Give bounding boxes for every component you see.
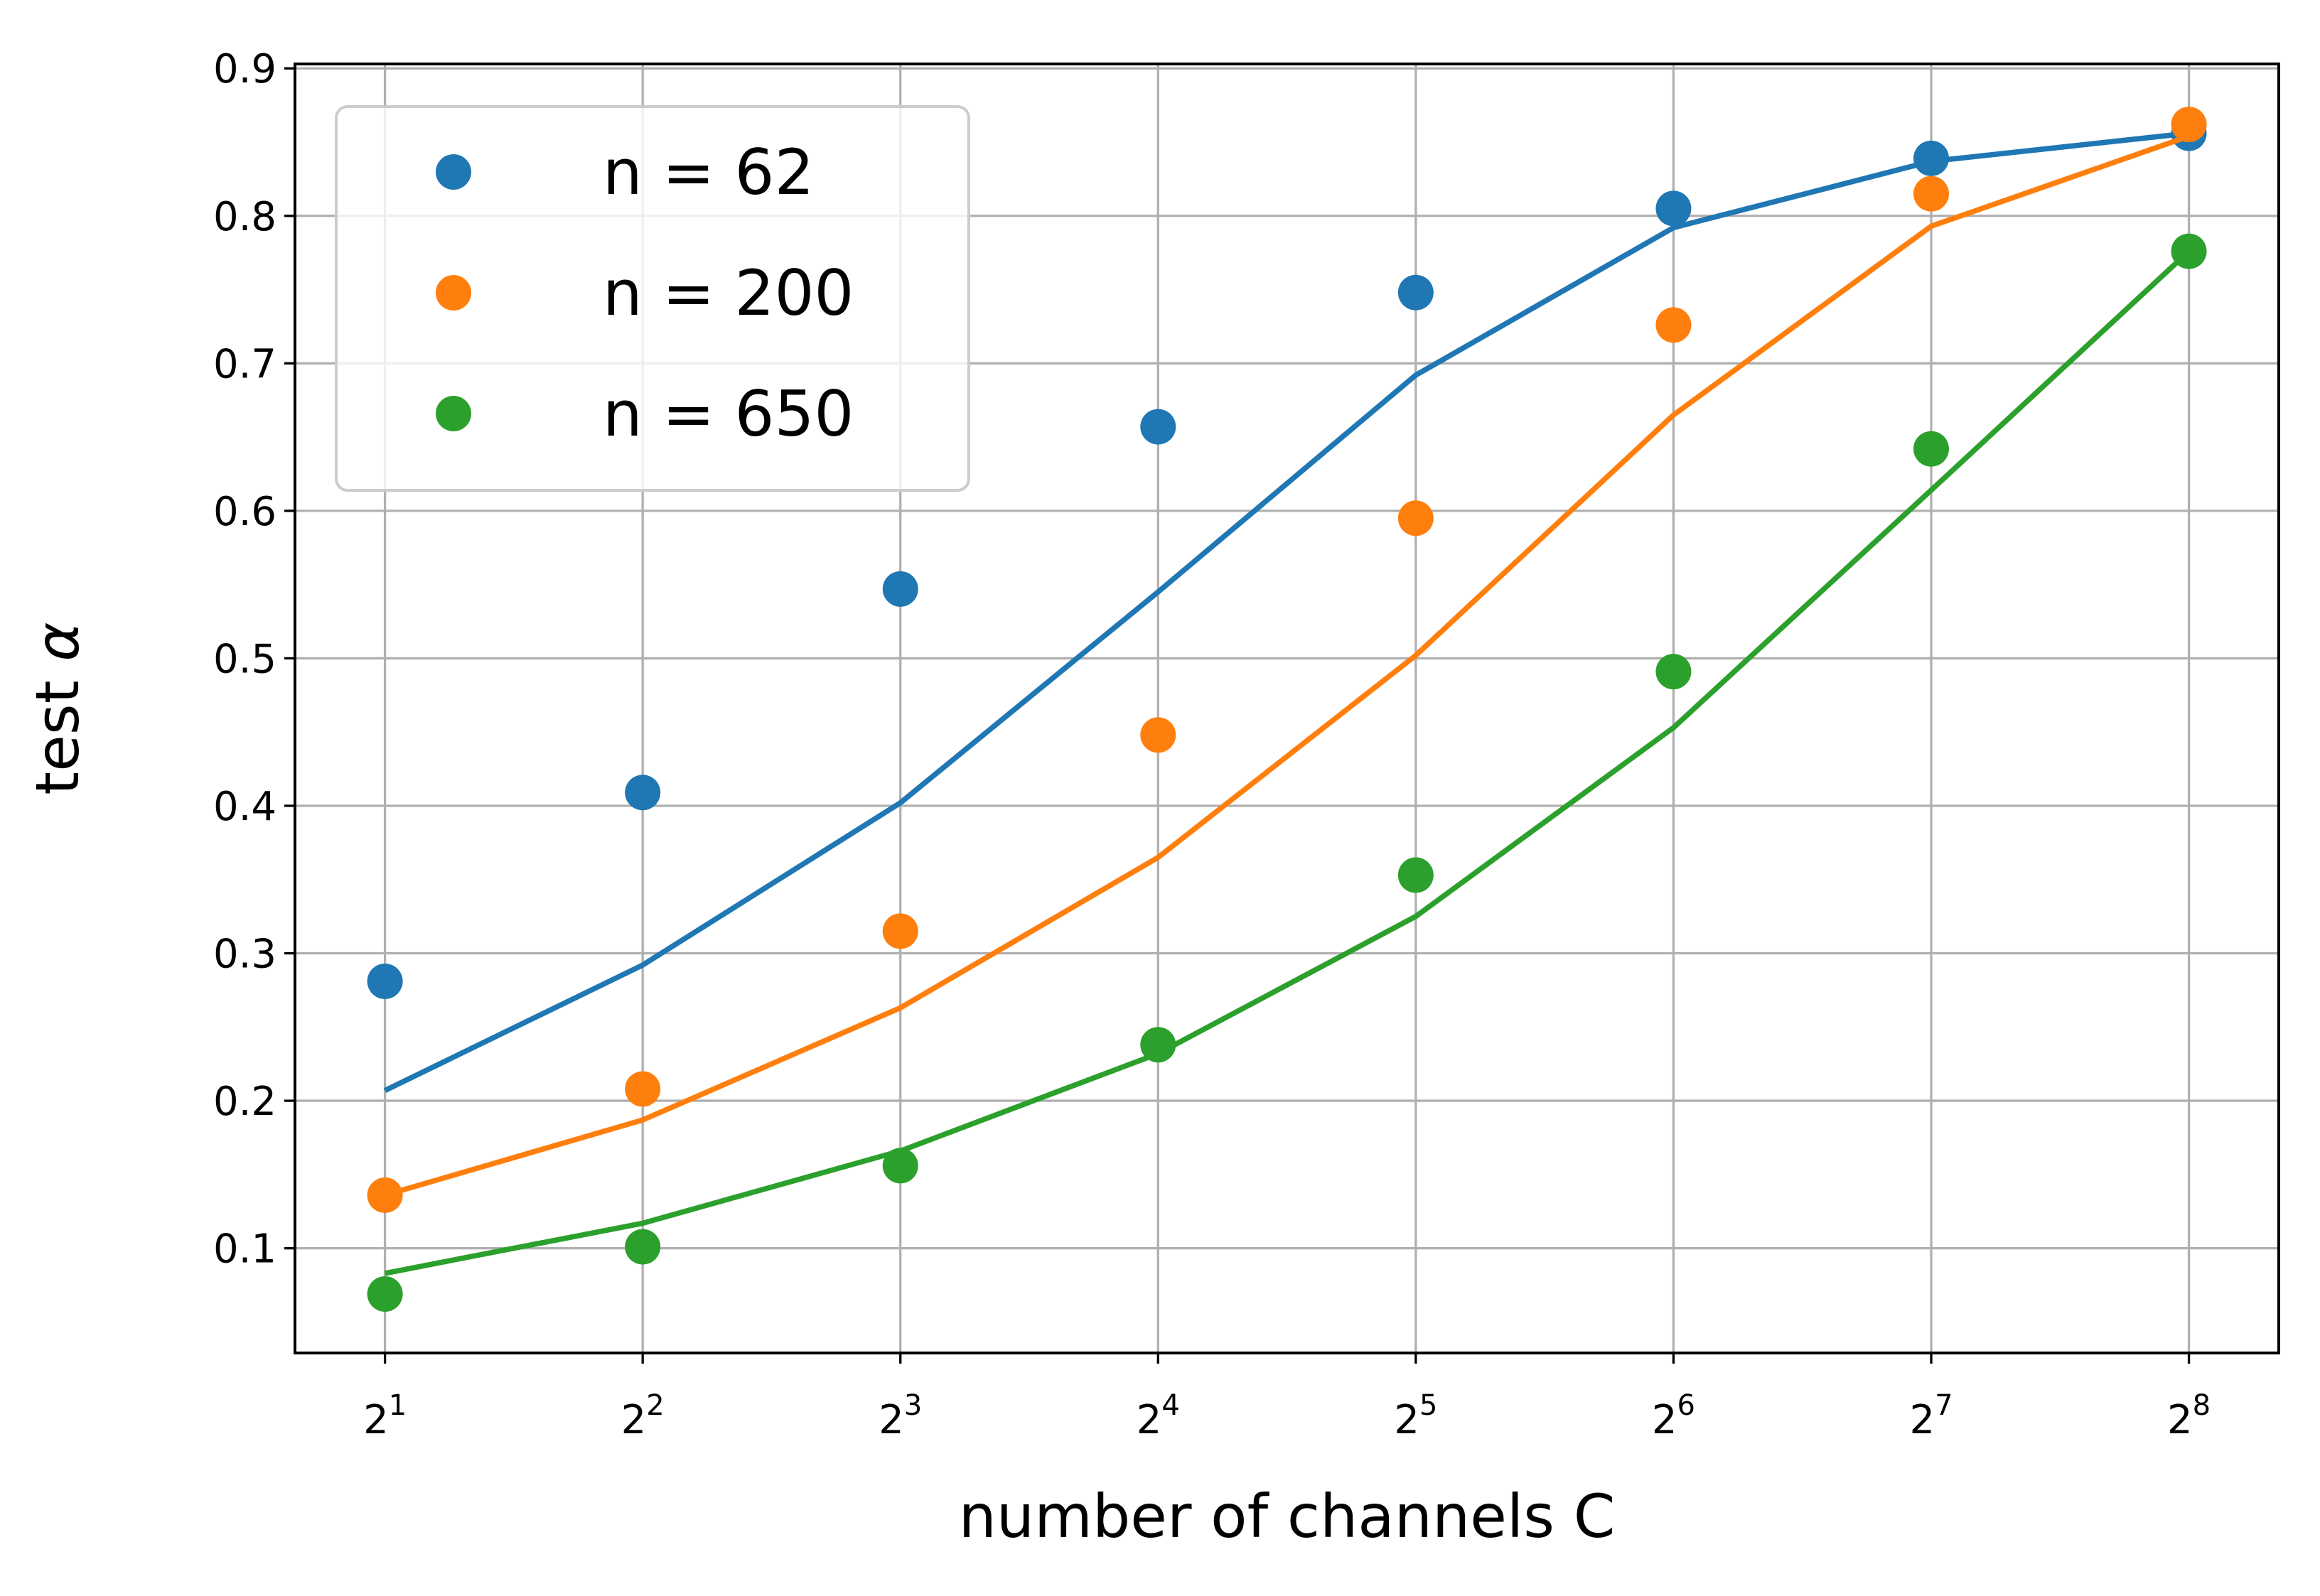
x-tick-label-base: 2: [1909, 1397, 1935, 1443]
x-tick-label-base: 2: [879, 1397, 904, 1443]
data-point-series-3: [1913, 431, 1950, 467]
x-tick-label-exponent: 8: [2193, 1389, 2211, 1422]
data-point-series-1: [1397, 274, 1434, 311]
y-tick-label: 0.2: [213, 1079, 276, 1125]
data-point-series-2: [367, 1177, 403, 1213]
data-point-series-1: [1655, 190, 1692, 227]
data-point-series-3: [1655, 654, 1692, 690]
y-axis-title-text: test: [23, 662, 92, 795]
plot-frame: [294, 63, 2280, 1354]
y-tick-label: 0.1: [213, 1226, 276, 1273]
y-tick-label: 0.7: [213, 341, 276, 387]
y-axis-title: test α: [23, 622, 92, 794]
x-tick-label-exponent: 6: [1677, 1389, 1695, 1422]
x-tick-label: 27: [1909, 1389, 1953, 1443]
data-point-series-3: [2171, 233, 2207, 269]
fit-line-series-3: [384, 249, 2191, 1276]
legend-label: n = 62: [603, 136, 814, 209]
x-tick-label: 25: [1394, 1389, 1437, 1443]
data-point-series-2: [2171, 107, 2207, 143]
x-tick-label: 22: [621, 1389, 665, 1443]
data-point-series-1: [882, 571, 918, 607]
legend-label: n = 200: [603, 257, 854, 330]
x-tick-label: 23: [879, 1389, 922, 1443]
y-tick-label: 0.8: [213, 194, 276, 240]
legend-marker: [436, 154, 471, 190]
data-point-series-1: [1140, 409, 1176, 445]
x-tick-label-exponent: 4: [1161, 1389, 1179, 1422]
data-point-series-3: [882, 1148, 918, 1184]
data-point-series-3: [367, 1276, 403, 1312]
data-point-series-2: [1913, 176, 1950, 212]
x-tick-label-base: 2: [2167, 1397, 2193, 1443]
x-tick-label: 21: [363, 1389, 407, 1443]
data-point-series-2: [625, 1071, 661, 1107]
x-tick-label: 28: [2167, 1389, 2211, 1443]
y-axis-title-symbol: α: [23, 622, 92, 661]
y-tick-label: 0.4: [213, 784, 276, 830]
data-point-series-3: [1397, 857, 1434, 893]
x-tick-label-base: 2: [1394, 1397, 1419, 1443]
data-point-series-1: [625, 775, 661, 811]
x-tick-label-base: 2: [363, 1397, 389, 1443]
y-tick-label: 0.3: [213, 932, 276, 978]
x-tick-label-base: 2: [621, 1397, 647, 1443]
y-tick-label: 0.9: [213, 46, 276, 92]
fit-line-series-2: [384, 134, 2190, 1198]
axis-ticks: 0.10.20.30.40.50.60.70.80.921 22 23 24 25 26 2…: [213, 46, 2211, 1443]
legend-marker: [436, 275, 471, 311]
legend: n = 62 n = 200 n = 650: [335, 105, 970, 492]
legend-box: [335, 105, 970, 492]
data-point-series-2: [1397, 500, 1434, 537]
x-tick-label-exponent: 1: [389, 1389, 407, 1422]
data-point-series-2: [882, 913, 918, 949]
data-point-series-1: [367, 963, 403, 999]
x-tick-label-exponent: 3: [904, 1389, 922, 1422]
data-point-series-1: [1913, 140, 1950, 176]
x-tick-label-exponent: 5: [1419, 1389, 1437, 1422]
data-point-series-3: [625, 1229, 661, 1265]
x-tick-label-exponent: 7: [1935, 1389, 1953, 1422]
data-point-series-2: [1140, 717, 1176, 753]
plot-series: [367, 107, 2207, 1312]
x-tick-label: 26: [1652, 1389, 1695, 1443]
y-tick-label: 0.6: [213, 489, 276, 535]
data-point-series-3: [1140, 1027, 1176, 1063]
x-axis-title: number of channels C: [959, 1482, 1616, 1551]
x-tick-label-base: 2: [1137, 1397, 1162, 1443]
x-tick-label: 24: [1137, 1389, 1180, 1443]
legend-label: n = 650: [603, 377, 854, 451]
data-point-series-2: [1655, 307, 1692, 343]
y-tick-label: 0.5: [213, 636, 276, 682]
x-tick-label-exponent: 2: [646, 1389, 664, 1422]
legend-marker: [436, 396, 471, 431]
fit-line-series-1: [383, 130, 2190, 1093]
x-tick-label-base: 2: [1652, 1397, 1677, 1443]
